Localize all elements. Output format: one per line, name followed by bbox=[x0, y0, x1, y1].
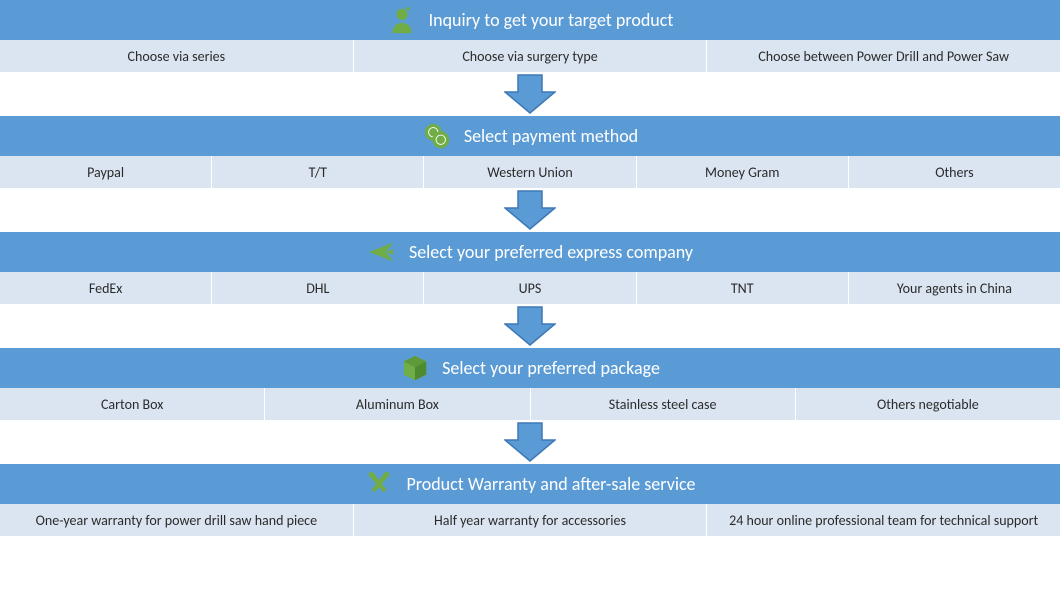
down-arrow-icon bbox=[504, 190, 556, 230]
step-4-options: Carton BoxAluminum BoxStainless steel ca… bbox=[0, 388, 1060, 420]
arrow-2 bbox=[0, 188, 1060, 232]
step-4-option-3: Stainless steel case bbox=[531, 388, 796, 420]
step-4-option-2: Aluminum Box bbox=[265, 388, 530, 420]
step-5-option-2: Half year warranty for accessories bbox=[354, 504, 708, 536]
step-3-option-2: DHL bbox=[212, 272, 424, 304]
step-2-options: PaypalT/TWestern UnionMoney GramOthers bbox=[0, 156, 1060, 188]
plane-icon bbox=[367, 237, 397, 267]
step-3-option-4: TNT bbox=[637, 272, 849, 304]
step-2-option-1: Paypal bbox=[0, 156, 212, 188]
step-3-header: Select your preferred express company bbox=[0, 232, 1060, 272]
step-5: Product Warranty and after-sale service … bbox=[0, 464, 1060, 536]
step-5-header: Product Warranty and after-sale service bbox=[0, 464, 1060, 504]
step-3-option-1: FedEx bbox=[0, 272, 212, 304]
step-2: Select payment method PaypalT/TWestern U… bbox=[0, 116, 1060, 188]
step-2-option-4: Money Gram bbox=[637, 156, 849, 188]
arrow-4 bbox=[0, 420, 1060, 464]
step-2-header: Select payment method bbox=[0, 116, 1060, 156]
tools-icon bbox=[364, 469, 394, 499]
box-icon bbox=[400, 353, 430, 383]
arrow-1 bbox=[0, 72, 1060, 116]
step-1-option-1: Choose via series bbox=[0, 40, 354, 72]
step-1-option-3: Choose between Power Drill and Power Saw bbox=[707, 40, 1060, 72]
step-1-option-2: Choose via surgery type bbox=[354, 40, 708, 72]
arrow-3 bbox=[0, 304, 1060, 348]
step-1: Inquiry to get your target product Choos… bbox=[0, 0, 1060, 72]
step-4: Select your preferred package Carton Box… bbox=[0, 348, 1060, 420]
step-1-title: Inquiry to get your target product bbox=[429, 9, 674, 31]
step-4-header: Select your preferred package bbox=[0, 348, 1060, 388]
down-arrow-icon bbox=[504, 74, 556, 114]
step-3-option-5: Your agents in China bbox=[849, 272, 1060, 304]
step-2-title: Select payment method bbox=[464, 125, 638, 147]
step-2-option-3: Western Union bbox=[424, 156, 636, 188]
step-2-option-5: Others bbox=[849, 156, 1060, 188]
step-1-header: Inquiry to get your target product bbox=[0, 0, 1060, 40]
step-3-title: Select your preferred express company bbox=[409, 241, 693, 263]
step-5-options: One-year warranty for power drill saw ha… bbox=[0, 504, 1060, 536]
down-arrow-icon bbox=[504, 306, 556, 346]
step-2-option-2: T/T bbox=[212, 156, 424, 188]
step-5-option-1: One-year warranty for power drill saw ha… bbox=[0, 504, 354, 536]
step-3-option-3: UPS bbox=[424, 272, 636, 304]
process-flow-root: Inquiry to get your target product Choos… bbox=[0, 0, 1060, 536]
down-arrow-icon bbox=[504, 422, 556, 462]
coins-icon bbox=[422, 121, 452, 151]
step-3: Select your preferred express company Fe… bbox=[0, 232, 1060, 304]
step-1-options: Choose via seriesChoose via surgery type… bbox=[0, 40, 1060, 72]
step-5-option-3: 24 hour online professional team for tec… bbox=[707, 504, 1060, 536]
step-4-title: Select your preferred package bbox=[442, 357, 660, 379]
step-3-options: FedExDHLUPSTNTYour agents in China bbox=[0, 272, 1060, 304]
step-4-option-4: Others negotiable bbox=[796, 388, 1060, 420]
step-5-title: Product Warranty and after-sale service bbox=[406, 473, 695, 495]
step-4-option-1: Carton Box bbox=[0, 388, 265, 420]
person-icon bbox=[387, 5, 417, 35]
